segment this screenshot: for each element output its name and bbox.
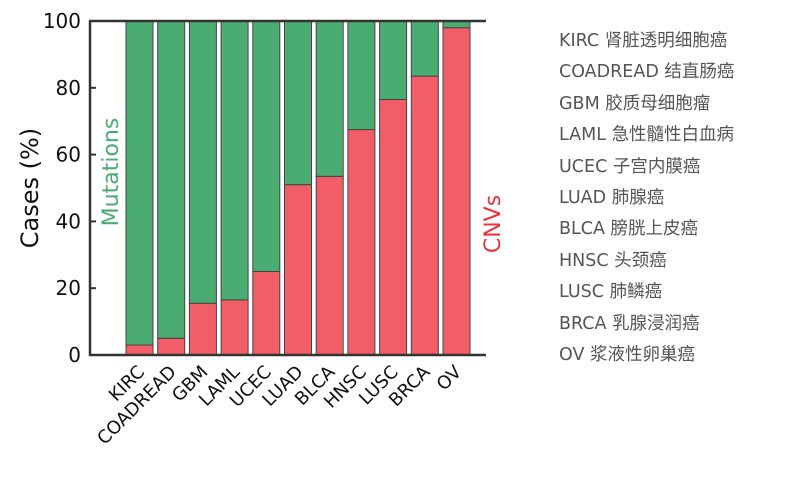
bar-mutations-laml: [220, 20, 249, 301]
legend-code: LUSC: [559, 282, 605, 303]
legend-item-kirc: KIRC 肾脏透明细胞癌: [559, 26, 734, 57]
y-tick-label-100: 100: [43, 9, 81, 33]
legend-item-ucec: UCEC 子宫内膜癌: [559, 152, 734, 183]
bar-mutations-hnsc: [347, 20, 376, 131]
legend-code: LUAD: [559, 187, 607, 208]
bar-mutations-blca: [315, 20, 344, 177]
bar-mutations-brca: [410, 20, 439, 77]
cancer-type-legend: KIRC 肾脏透明细胞癌 COADREAD 结直肠癌 GBM 胶质母细胞瘤 LAML …: [559, 26, 734, 371]
y-ticks-group: 0 20 40 60 80 100: [43, 9, 96, 367]
bar-mutations-coadread: [157, 20, 186, 339]
bar-mutations-luad: [284, 20, 312, 186]
bars-group: [125, 20, 471, 356]
y-tick-label-20: 20: [56, 276, 81, 300]
bar-cnvs-kirc: [125, 344, 154, 356]
axes-group: [88, 19, 486, 357]
y-tick-label-0: 0: [68, 343, 81, 367]
legend-code: HNSC: [559, 250, 609, 271]
legend-item-coadread: COADREAD 结直肠癌: [559, 57, 734, 88]
bar-mutations-kirc: [125, 20, 154, 346]
series-label-mutations: Mutations: [99, 118, 124, 227]
bar-cnvs-ucec: [252, 271, 281, 356]
bar-cnvs-luad: [284, 184, 312, 356]
bar-cnvs-gbm: [188, 302, 217, 356]
y-tick-label-40: 40: [56, 209, 81, 233]
legend-item-lusc: LUSC 肺鳞癌: [559, 277, 734, 308]
y-tick-label-80: 80: [56, 76, 81, 100]
legend-chinese-name: 浆液性卵巢癌: [590, 344, 696, 365]
legend-chinese-name: 肺腺癌: [611, 187, 665, 208]
legend-item-hnsc: HNSC 头颈癌: [559, 246, 734, 277]
legend-item-gbm: GBM 胶质母细胞瘤: [559, 89, 734, 120]
x-labels-group: KIRCCOADREADGBMLAMLUCECLUADBLCAHNSCLUSCB…: [93, 361, 466, 449]
legend-chinese-name: 肾脏透明细胞癌: [604, 31, 728, 51]
legend-item-brca: BRCA 乳腺浸润癌: [559, 309, 734, 340]
bar-cnvs-coadread: [157, 337, 186, 356]
legend-code: KIRC: [559, 31, 600, 51]
series-label-cnvs: CNVs: [481, 195, 506, 253]
bar-cnvs-hnsc: [347, 129, 376, 356]
legend-code: COADREAD: [559, 62, 659, 83]
legend-item-blca: BLCA 膀胱上皮癌: [559, 214, 734, 245]
y-tick-label-60: 60: [56, 143, 81, 167]
bar-cnvs-laml: [220, 299, 249, 356]
legend-code: GBM: [559, 93, 600, 114]
legend-chinese-name: 膀胱上皮癌: [610, 219, 699, 240]
legend-code: BLCA: [559, 219, 605, 240]
bar-mutations-lusc: [379, 20, 408, 100]
legend-item-laml: LAML 急性髓性白血病: [559, 120, 734, 151]
bar-cnvs-ov: [442, 27, 471, 356]
legend-chinese-name: 急性髓性白血病: [611, 125, 735, 146]
bar-cnvs-lusc: [379, 98, 408, 356]
y-axis-label: Cases (%): [16, 128, 44, 248]
legend-chinese-name: 子宫内膜癌: [612, 156, 701, 177]
legend-chinese-name: 乳腺浸润癌: [612, 313, 700, 334]
bar-mutations-gbm: [188, 20, 217, 304]
bar-cnvs-brca: [410, 75, 439, 356]
legend-code: UCEC: [559, 156, 608, 177]
bar-mutations-ucec: [252, 20, 281, 272]
legend-item-luad: LUAD 肺腺癌: [559, 183, 734, 214]
legend-chinese-name: 头颈癌: [614, 250, 667, 271]
legend-chinese-name: 肺鳞癌: [609, 282, 663, 303]
legend-code: BRCA: [559, 313, 607, 334]
legend-chinese-name: 胶质母细胞瘤: [605, 93, 711, 114]
legend-chinese-name: 结直肠癌: [664, 62, 735, 83]
legend-code: OV: [559, 344, 585, 365]
legend-item-ov: OV 浆液性卵巢癌: [559, 340, 734, 371]
legend-code: LAML: [559, 125, 606, 146]
x-tick-label-ov: OV: [433, 361, 467, 395]
bar-cnvs-blca: [315, 175, 344, 356]
